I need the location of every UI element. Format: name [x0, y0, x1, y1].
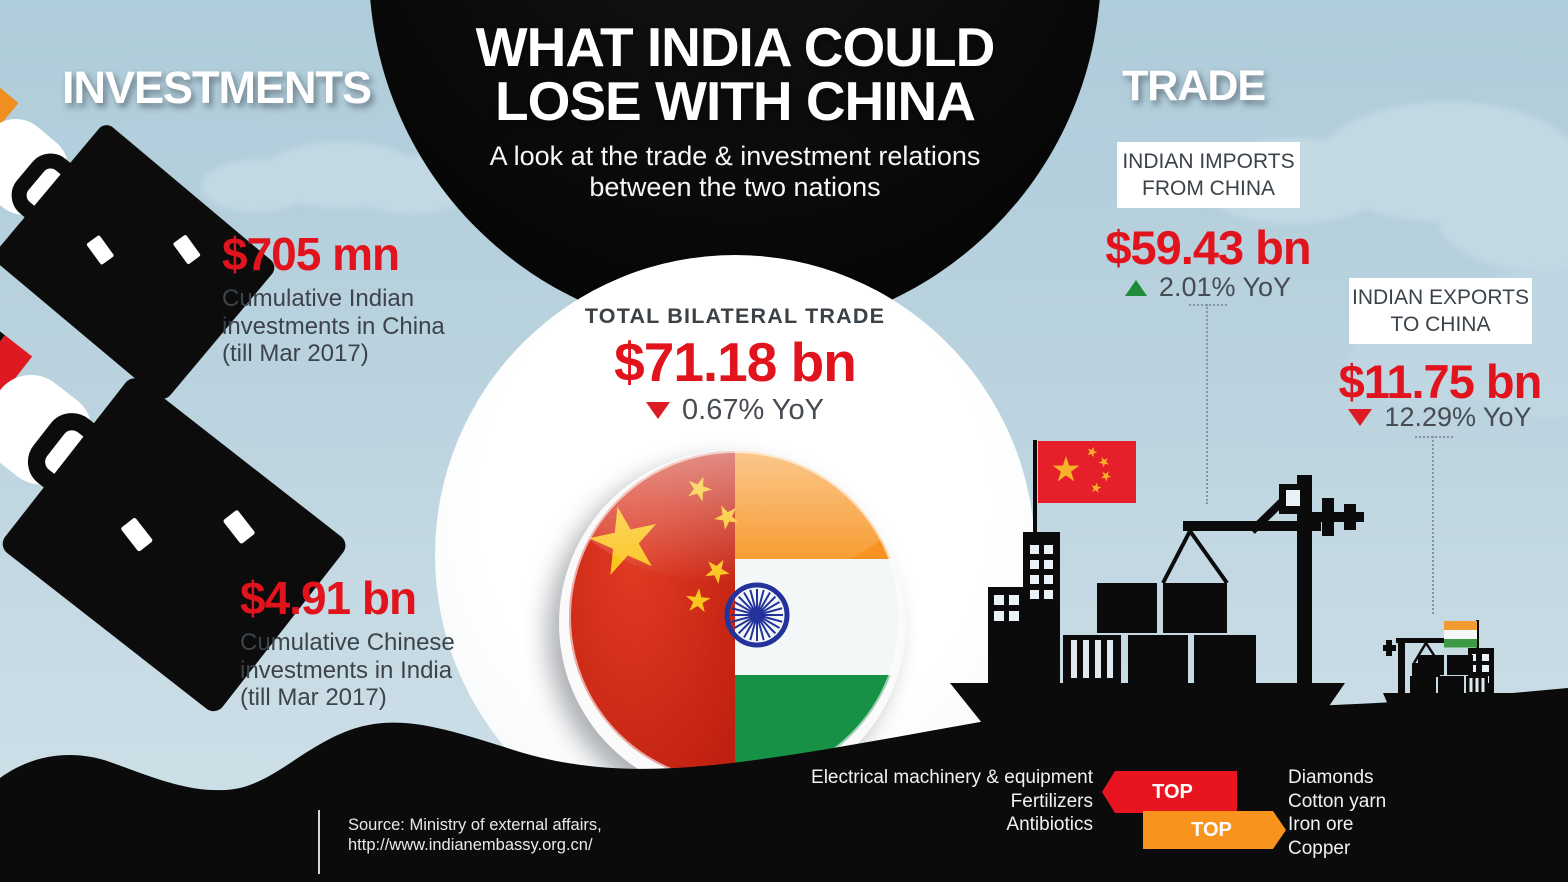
trade-heading: TRADE — [1122, 62, 1266, 110]
exports-value: $11.75 bn — [1338, 355, 1543, 408]
top-imports-banner: TOP IMPORTS — [1102, 771, 1237, 813]
imports-change-text: 2.01% YoY — [1158, 272, 1292, 302]
exports-change: 12.29% YoY — [1310, 402, 1568, 433]
indian-investments-value: $705 mn — [222, 228, 400, 280]
bilateral-trade-change: 0.67% YoY — [535, 394, 935, 427]
cloud-shape — [202, 142, 472, 214]
chinese-investments-stat: $4.91 bn Cumulative Chinese investments … — [240, 574, 455, 712]
top-exports-item: Copper — [1288, 838, 1351, 860]
title-block: WHAT INDIA COULD LOSE WITH CHINA A look … — [420, 20, 1050, 203]
china-india-flag-badge — [559, 447, 906, 797]
badge-gloss-highlight — [569, 451, 901, 583]
up-arrow-icon — [1124, 279, 1147, 296]
title-line2: LOSE WITH CHINA — [495, 70, 976, 132]
source-divider — [318, 810, 320, 874]
top-exports-item: Iron ore — [1288, 814, 1354, 836]
exports-connector-line — [1432, 436, 1434, 614]
top-exports-item: Diamonds — [1288, 767, 1374, 788]
bilateral-change-text: 0.67% YoY — [682, 394, 824, 426]
imports-value: $59.43 bn — [1105, 221, 1311, 274]
top-imports-item: Antibiotics — [1006, 814, 1093, 836]
top-imports-item: Electrical machinery & equipment — [811, 767, 1093, 788]
top-imports-list: Electrical machinery & equipment Fertili… — [660, 766, 1093, 837]
chinese-investments-desc: Cumulative Chinese investments in India … — [240, 629, 455, 711]
title-line1: WHAT INDIA COULD — [475, 16, 996, 78]
page-title: WHAT INDIA COULD LOSE WITH CHINA — [420, 20, 1050, 129]
imports-connector-line — [1189, 304, 1227, 306]
imports-connector-line — [1206, 304, 1208, 504]
bilateral-trade-label: TOTAL BILATERAL TRADE — [584, 304, 886, 328]
top-imports-item: Fertilizers — [1010, 790, 1093, 812]
ashoka-chakra-icon — [724, 582, 790, 648]
india-flag — [1444, 621, 1477, 648]
exports-connector-line — [1415, 436, 1453, 438]
china-flag — [1038, 441, 1136, 503]
cloud-shape — [1198, 102, 1568, 272]
bilateral-trade-value: $71.18 bn — [614, 331, 857, 393]
chinese-investments-value: $4.91 bn — [240, 572, 417, 624]
down-arrow-icon — [646, 402, 671, 419]
top-exports-list: Diamonds Cotton yarn Iron ore Copper — [1288, 766, 1558, 861]
page-subtitle: A look at the trade & investment relatio… — [489, 141, 981, 202]
small-ship-illustration — [1383, 620, 1548, 742]
down-arrow-icon — [1348, 409, 1373, 426]
exports-label-box: INDIAN EXPORTS TO CHINA — [1349, 278, 1532, 344]
indian-investments-stat: $705 mn Cumulative Indian investments in… — [222, 230, 445, 368]
imports-label-box: INDIAN IMPORTS FROM CHINA — [1117, 142, 1300, 208]
source-note: Source: Ministry of external affairs, ht… — [348, 816, 602, 854]
imports-change: 2.01% YoY — [1078, 272, 1338, 303]
top-exports-banner: TOP EXPORTS — [1143, 811, 1286, 849]
indian-investments-desc: Cumulative Indian investments in China (… — [222, 285, 445, 367]
top-exports-item: Cotton yarn — [1288, 790, 1387, 812]
investments-heading: INVESTMENTS — [62, 62, 372, 113]
exports-change-text: 12.29% YoY — [1384, 402, 1532, 432]
